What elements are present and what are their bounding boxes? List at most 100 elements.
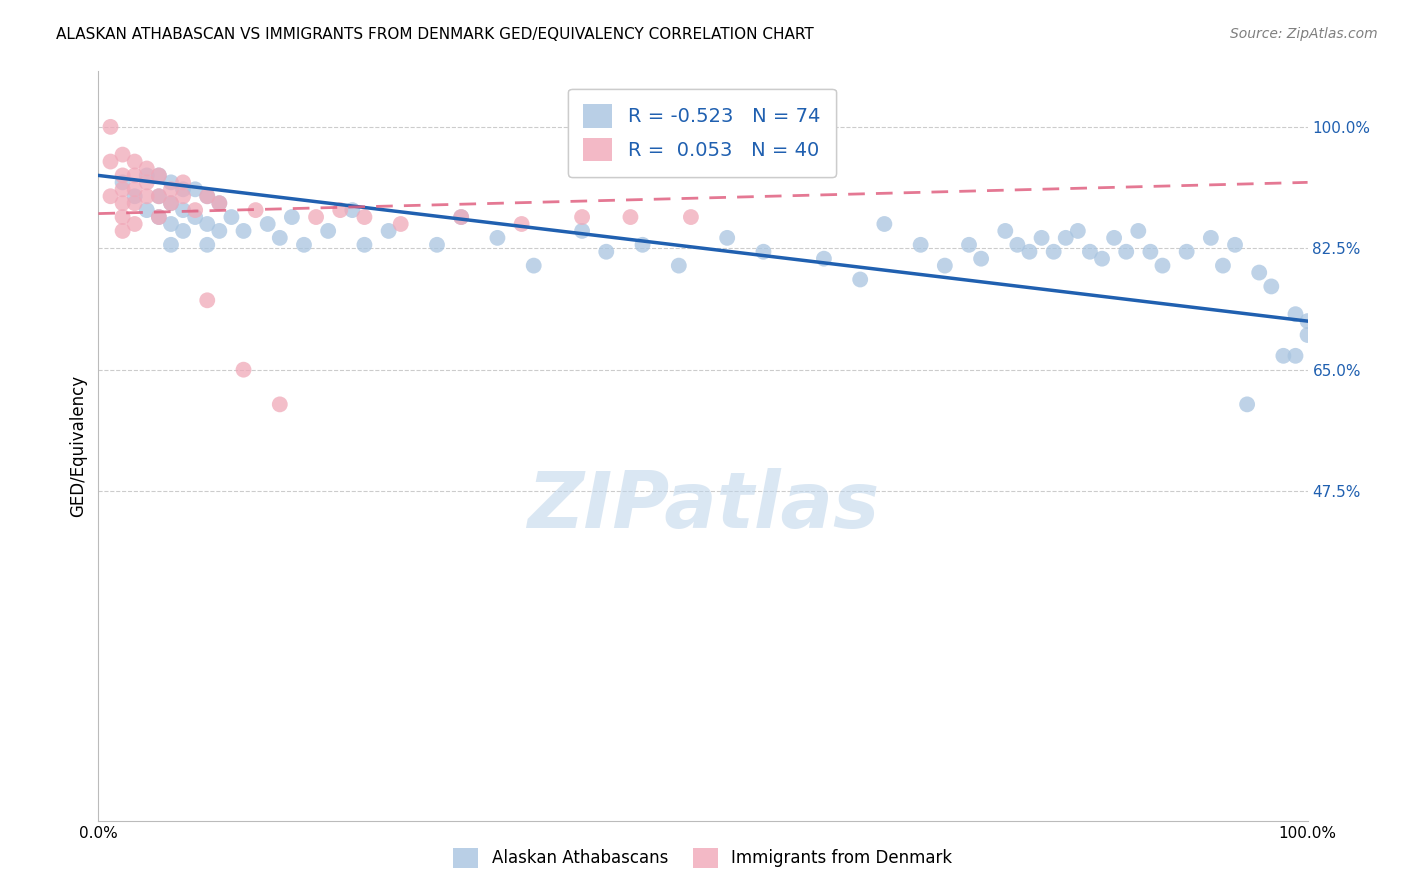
Point xyxy=(910,237,932,252)
Point xyxy=(160,237,183,252)
Point xyxy=(1102,231,1125,245)
Point xyxy=(148,189,170,203)
Point xyxy=(245,203,267,218)
Point xyxy=(716,231,738,245)
Point xyxy=(269,397,291,411)
Point xyxy=(1236,397,1258,411)
Point xyxy=(256,217,278,231)
Point xyxy=(124,182,146,196)
Point xyxy=(1284,349,1306,363)
Point xyxy=(1067,224,1090,238)
Point xyxy=(111,182,134,196)
Point xyxy=(353,237,375,252)
Point xyxy=(1018,244,1040,259)
Point xyxy=(994,224,1017,238)
Point xyxy=(281,210,304,224)
Point xyxy=(1296,314,1319,328)
Point xyxy=(160,182,183,196)
Point xyxy=(148,210,170,224)
Point xyxy=(957,237,980,252)
Point xyxy=(1115,244,1137,259)
Text: ZIPatlas: ZIPatlas xyxy=(527,468,879,544)
Point xyxy=(148,210,170,224)
Point xyxy=(160,196,183,211)
Point xyxy=(752,244,775,259)
Point xyxy=(232,224,254,238)
Point xyxy=(1272,349,1295,363)
Point xyxy=(1031,231,1053,245)
Point xyxy=(135,189,157,203)
Point xyxy=(111,210,134,224)
Point xyxy=(1139,244,1161,259)
Point xyxy=(377,224,399,238)
Point xyxy=(305,210,328,224)
Legend: R = -0.523   N = 74, R =  0.053   N = 40: R = -0.523 N = 74, R = 0.053 N = 40 xyxy=(568,88,835,177)
Point xyxy=(426,237,449,252)
Point xyxy=(172,203,194,218)
Point xyxy=(148,169,170,183)
Point xyxy=(1152,259,1174,273)
Point xyxy=(184,210,207,224)
Point xyxy=(172,189,194,203)
Point xyxy=(111,224,134,238)
Point xyxy=(135,161,157,176)
Point xyxy=(571,210,593,224)
Point xyxy=(1223,237,1246,252)
Point xyxy=(172,224,194,238)
Point xyxy=(450,210,472,224)
Point xyxy=(1260,279,1282,293)
Point xyxy=(208,196,231,211)
Point xyxy=(934,259,956,273)
Point xyxy=(450,210,472,224)
Point xyxy=(195,217,218,231)
Point xyxy=(316,224,339,238)
Point xyxy=(184,182,207,196)
Point xyxy=(1007,237,1029,252)
Point xyxy=(208,196,231,211)
Y-axis label: GED/Equivalency: GED/Equivalency xyxy=(69,375,87,517)
Point xyxy=(124,196,146,211)
Point xyxy=(124,217,146,231)
Point xyxy=(221,210,243,224)
Point xyxy=(486,231,509,245)
Point xyxy=(1284,307,1306,321)
Point xyxy=(160,175,183,189)
Point xyxy=(172,175,194,189)
Point xyxy=(195,189,218,203)
Point xyxy=(1091,252,1114,266)
Point xyxy=(619,210,641,224)
Point xyxy=(679,210,702,224)
Point xyxy=(1128,224,1150,238)
Point xyxy=(329,203,352,218)
Point xyxy=(160,196,183,211)
Point xyxy=(135,203,157,218)
Point xyxy=(1199,231,1222,245)
Point xyxy=(292,237,315,252)
Point xyxy=(1249,266,1271,280)
Text: Source: ZipAtlas.com: Source: ZipAtlas.com xyxy=(1230,27,1378,41)
Point xyxy=(135,175,157,189)
Point xyxy=(970,252,993,266)
Point xyxy=(571,224,593,238)
Point xyxy=(148,189,170,203)
Point xyxy=(124,189,146,203)
Point xyxy=(160,217,183,231)
Point xyxy=(100,120,122,134)
Point xyxy=(342,203,364,218)
Point xyxy=(510,217,533,231)
Point xyxy=(208,224,231,238)
Point xyxy=(100,154,122,169)
Point xyxy=(148,169,170,183)
Point xyxy=(269,231,291,245)
Point xyxy=(195,189,218,203)
Point xyxy=(111,169,134,183)
Point xyxy=(195,293,218,308)
Point xyxy=(124,169,146,183)
Point xyxy=(813,252,835,266)
Point xyxy=(111,147,134,161)
Point xyxy=(1212,259,1234,273)
Point xyxy=(595,244,617,259)
Point xyxy=(1054,231,1077,245)
Point xyxy=(111,175,134,189)
Point xyxy=(1175,244,1198,259)
